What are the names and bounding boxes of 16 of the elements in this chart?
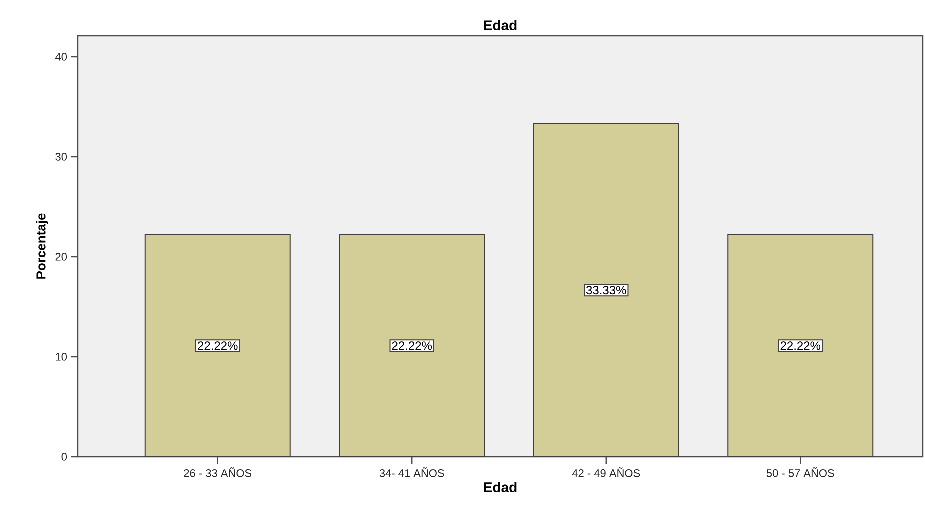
x-tick-label: 34- 41 AÑOS	[380, 468, 444, 478]
data-label: 22.22%	[780, 342, 821, 350]
x-axis-title: Edad	[484, 482, 517, 492]
data-label: 33.33%	[586, 286, 626, 295]
y-tick-label: 20	[56, 253, 68, 261]
chart-title: Edad	[484, 20, 517, 30]
y-tick-label: 30	[56, 153, 68, 161]
y-tick-label: 40	[55, 53, 68, 61]
y-tick-label: 10	[56, 353, 68, 361]
x-tick-label: 50 - 57 AÑOS	[766, 468, 834, 478]
y-axis-title: Porcentaje	[36, 214, 48, 279]
data-label: 22.22%	[392, 342, 432, 350]
x-tick-label: 42 - 49 AÑOS	[572, 468, 640, 478]
x-tick-label: 26 - 33 AÑOS	[184, 468, 252, 478]
data-label: 22.22%	[198, 342, 238, 350]
y-tick-label: 0	[62, 453, 68, 461]
